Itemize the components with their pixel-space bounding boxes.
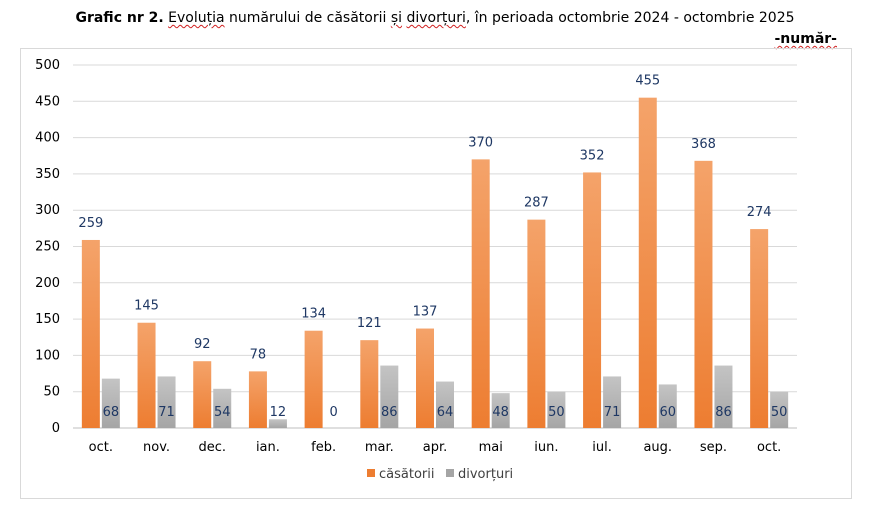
- legend-casatorii: căsătorii: [367, 467, 434, 482]
- data-label-divorturi: 71: [158, 405, 175, 420]
- bar-divorturi: [157, 376, 176, 428]
- y-tick-label: 200: [35, 276, 60, 291]
- bar-casatorii: [416, 328, 434, 428]
- bar-divorturi: [658, 384, 677, 428]
- title-rest: , în perioada octombrie 2024 - octombrie…: [465, 10, 795, 26]
- data-label-casatorii: 145: [134, 299, 159, 314]
- y-tick-label: 350: [35, 167, 60, 182]
- data-label-divorturi: 54: [214, 405, 231, 420]
- x-tick-label: dec.: [198, 440, 226, 455]
- data-label-divorturi: 0: [329, 405, 337, 420]
- bar-casatorii: [137, 322, 156, 428]
- data-label-casatorii: 274: [747, 205, 772, 220]
- title-word-evolutia: Evoluția: [168, 10, 225, 26]
- bar-casatorii: [471, 159, 490, 428]
- legend-divorturi: divorțuri: [446, 467, 513, 482]
- bar-divorturi: [101, 378, 120, 428]
- data-label-divorturi: 50: [771, 405, 788, 420]
- x-tick-label: mai: [479, 440, 503, 455]
- y-tick-label: 500: [35, 58, 60, 73]
- bar-casatorii: [248, 371, 267, 428]
- bar-casatorii: [638, 97, 657, 429]
- x-tick-label: oct.: [757, 440, 781, 455]
- y-tick-label: 100: [35, 348, 60, 363]
- data-label-divorturi: 48: [492, 405, 509, 420]
- bar-casatorii: [750, 229, 769, 428]
- data-label-divorturi: 64: [437, 405, 454, 420]
- chart-frame: [20, 48, 852, 499]
- bar-divorturi: [770, 391, 789, 428]
- x-tick-label: feb.: [311, 440, 336, 455]
- x-tick-label: nov.: [143, 440, 170, 455]
- x-tick-label: apr.: [423, 440, 448, 455]
- y-tick-label: 250: [35, 240, 60, 255]
- bar-divorturi: [547, 391, 566, 428]
- x-tick-label: ian.: [256, 440, 280, 455]
- legend-swatch-casatorii: [367, 469, 375, 477]
- data-label-casatorii: 368: [691, 137, 716, 152]
- data-label-casatorii: 121: [357, 316, 382, 331]
- bar-casatorii: [193, 361, 212, 428]
- legend-label-divorturi: divorțuri: [458, 467, 514, 482]
- bar-divorturi: [491, 393, 510, 428]
- data-label-casatorii: 137: [413, 305, 438, 320]
- chart-title: Grafic nr 2. Evoluția numărului de căsăt…: [0, 10, 870, 26]
- x-tick-label: aug.: [643, 440, 672, 455]
- bar-casatorii: [304, 330, 323, 428]
- bar-divorturi: [436, 381, 454, 428]
- bar-casatorii: [583, 172, 602, 428]
- data-label-divorturi: 12: [270, 405, 287, 420]
- bar-casatorii: [527, 219, 546, 428]
- title-word-si: și: [390, 10, 403, 26]
- x-tick-label: iul.: [592, 440, 612, 455]
- y-tick-label: 0: [52, 421, 60, 436]
- data-label-casatorii: 259: [78, 216, 103, 231]
- data-label-casatorii: 370: [468, 135, 493, 150]
- data-label-divorturi: 86: [715, 405, 732, 420]
- x-tick-label: oct.: [89, 440, 113, 455]
- x-tick-label: mar.: [365, 440, 394, 455]
- y-tick-label: 300: [35, 203, 60, 218]
- data-label-divorturi: 71: [604, 405, 621, 420]
- bar-divorturi: [213, 388, 232, 428]
- title-part: numărului de căsătorii: [224, 10, 391, 26]
- y-tick-label: 450: [35, 94, 60, 109]
- y-tick-label: 150: [35, 312, 60, 327]
- data-label-casatorii: 455: [635, 74, 660, 89]
- legend-label-casatorii: căsătorii: [379, 467, 435, 482]
- data-label-casatorii: 352: [580, 148, 605, 163]
- title-prefix: Grafic nr 2.: [75, 10, 164, 26]
- bar-casatorii: [694, 160, 713, 428]
- data-label-casatorii: 92: [194, 337, 211, 352]
- bar-divorturi: [268, 419, 287, 428]
- data-label-divorturi: 86: [381, 405, 398, 420]
- bar-divorturi: [603, 376, 622, 428]
- bar-divorturi: [380, 365, 399, 428]
- data-label-divorturi: 60: [659, 405, 676, 420]
- bar-divorturi: [714, 365, 733, 428]
- bar-casatorii: [360, 340, 379, 428]
- x-tick-label: iun.: [534, 440, 558, 455]
- title-word-divorturi: divorțuri: [406, 10, 466, 26]
- legend-swatch-divorturi: [446, 469, 454, 477]
- data-label-casatorii: 134: [301, 307, 326, 322]
- y-tick-label: 400: [35, 131, 60, 146]
- y-tick-label: 50: [43, 385, 60, 400]
- bar-casatorii: [81, 239, 100, 428]
- data-label-casatorii: 78: [250, 347, 267, 362]
- data-label-casatorii: 287: [524, 196, 549, 211]
- data-label-divorturi: 50: [548, 405, 565, 420]
- unit-label: -număr-: [774, 31, 838, 47]
- data-label-divorturi: 68: [103, 405, 120, 420]
- x-tick-label: sep.: [700, 440, 727, 455]
